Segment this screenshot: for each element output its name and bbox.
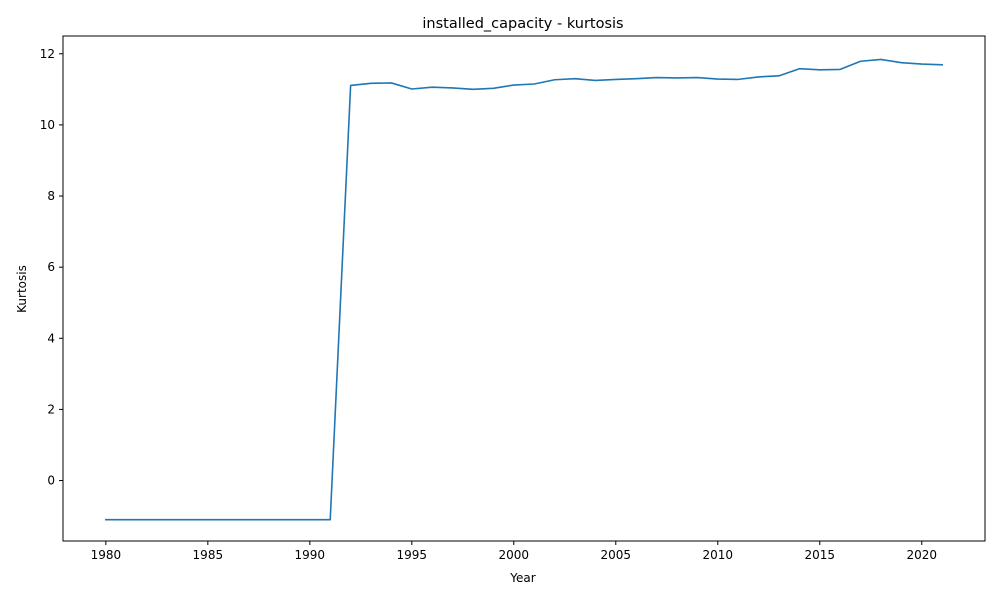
x-axis: 1980 1985 1990 1995 2000 2005 2010 2015 2020 [91,541,937,562]
x-tick-label: 2015 [805,548,836,562]
y-tick-label: 0 [47,474,55,488]
x-tick-label: 2020 [906,548,937,562]
y-axis-label: Kurtosis [15,265,29,313]
y-tick-label: 2 [47,402,55,416]
x-tick-label: 1995 [397,548,428,562]
y-tick-label: 12 [40,47,55,61]
plot-area [105,58,943,521]
x-tick-label: 2000 [499,548,530,562]
y-tick-label: 10 [40,118,55,132]
chart-title: installed_capacity - kurtosis [422,16,623,32]
y-tick-label: 8 [47,189,55,203]
y-axis: 0 2 4 6 8 10 12 [40,47,63,488]
x-tick-label: 1990 [295,548,326,562]
series-line [105,58,943,521]
x-tick-label: 1980 [91,548,122,562]
x-tick-label: 2010 [703,548,734,562]
plot-frame [62,35,986,542]
y-tick-label: 4 [47,331,55,345]
x-axis-label: Year [509,571,535,585]
y-tick-label: 6 [47,260,55,274]
x-tick-label: 2005 [601,548,632,562]
x-tick-label: 1985 [193,548,224,562]
